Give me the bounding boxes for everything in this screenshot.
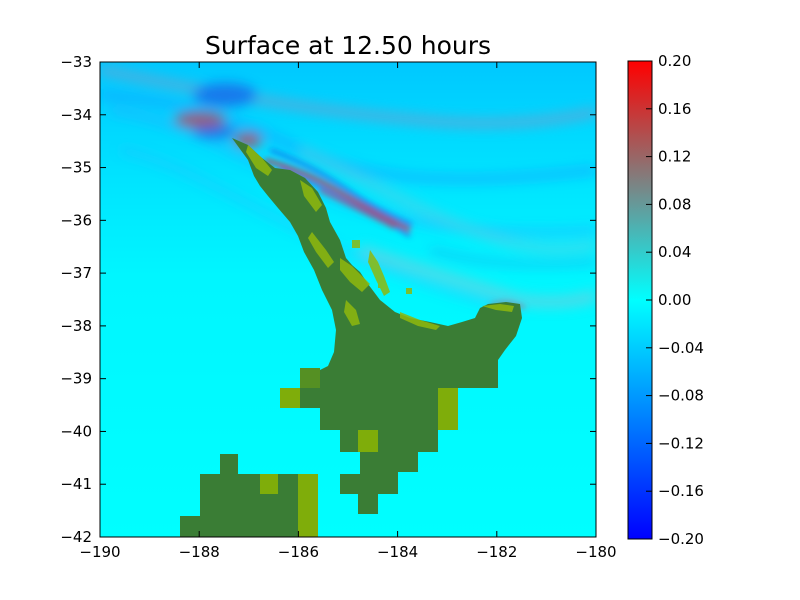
y-tick-label: −41	[60, 475, 92, 493]
y-tick-label: −34	[60, 106, 92, 124]
colorbar-tick-label: 0.04	[658, 243, 691, 261]
y-axis: −33 −34 −35 −36 −37 −38 −39 −40 −41 −42	[60, 53, 596, 546]
y-tick-label: −33	[60, 53, 92, 71]
colorbar-tick-label: 0.08	[658, 195, 691, 213]
x-tick-label: −184	[377, 543, 418, 561]
y-tick-label: −38	[60, 317, 92, 335]
colorbar-tick-label: 0.16	[658, 100, 691, 118]
north-island-landmass	[232, 138, 522, 514]
colorbar-tick-label: 0.20	[658, 52, 691, 70]
y-tick-label: −39	[60, 370, 92, 388]
y-tick-label: −36	[60, 211, 92, 229]
south-island-landmass	[180, 454, 318, 537]
chart-title: Surface at 12.50 hours	[205, 31, 491, 60]
y-tick-label: −35	[60, 159, 92, 177]
x-tick-label: −190	[79, 543, 120, 561]
colorbar-tick-label: −0.08	[658, 387, 704, 405]
colorbar-tick-label: −0.12	[658, 434, 704, 452]
x-tick-label: −188	[179, 543, 220, 561]
colorbar-axis: 0.20 0.16 0.12 0.08 0.04 0.00 −0.04 −0.08 −0.12 −…	[646, 52, 704, 548]
coastline-detail	[246, 145, 514, 330]
x-tick-label: −180	[575, 543, 616, 561]
x-tick-label: −182	[476, 543, 517, 561]
y-tick-label: −40	[60, 422, 92, 440]
colorbar-tick-label: 0.00	[658, 291, 691, 309]
colorbar-tick-label: −0.16	[658, 482, 704, 500]
x-tick-label: −186	[278, 543, 319, 561]
y-tick-label: −37	[60, 264, 92, 282]
colorbar-tick-label: −0.20	[658, 530, 704, 548]
y-tick-label: −42	[60, 528, 92, 546]
plot-area	[100, 62, 596, 537]
x-axis: −190 −188 −186 −184 −182 −180	[79, 62, 617, 561]
colorbar-tick-label: −0.04	[658, 339, 704, 357]
plot-frame	[99, 61, 597, 538]
colorbar-tick-label: 0.12	[658, 148, 691, 166]
